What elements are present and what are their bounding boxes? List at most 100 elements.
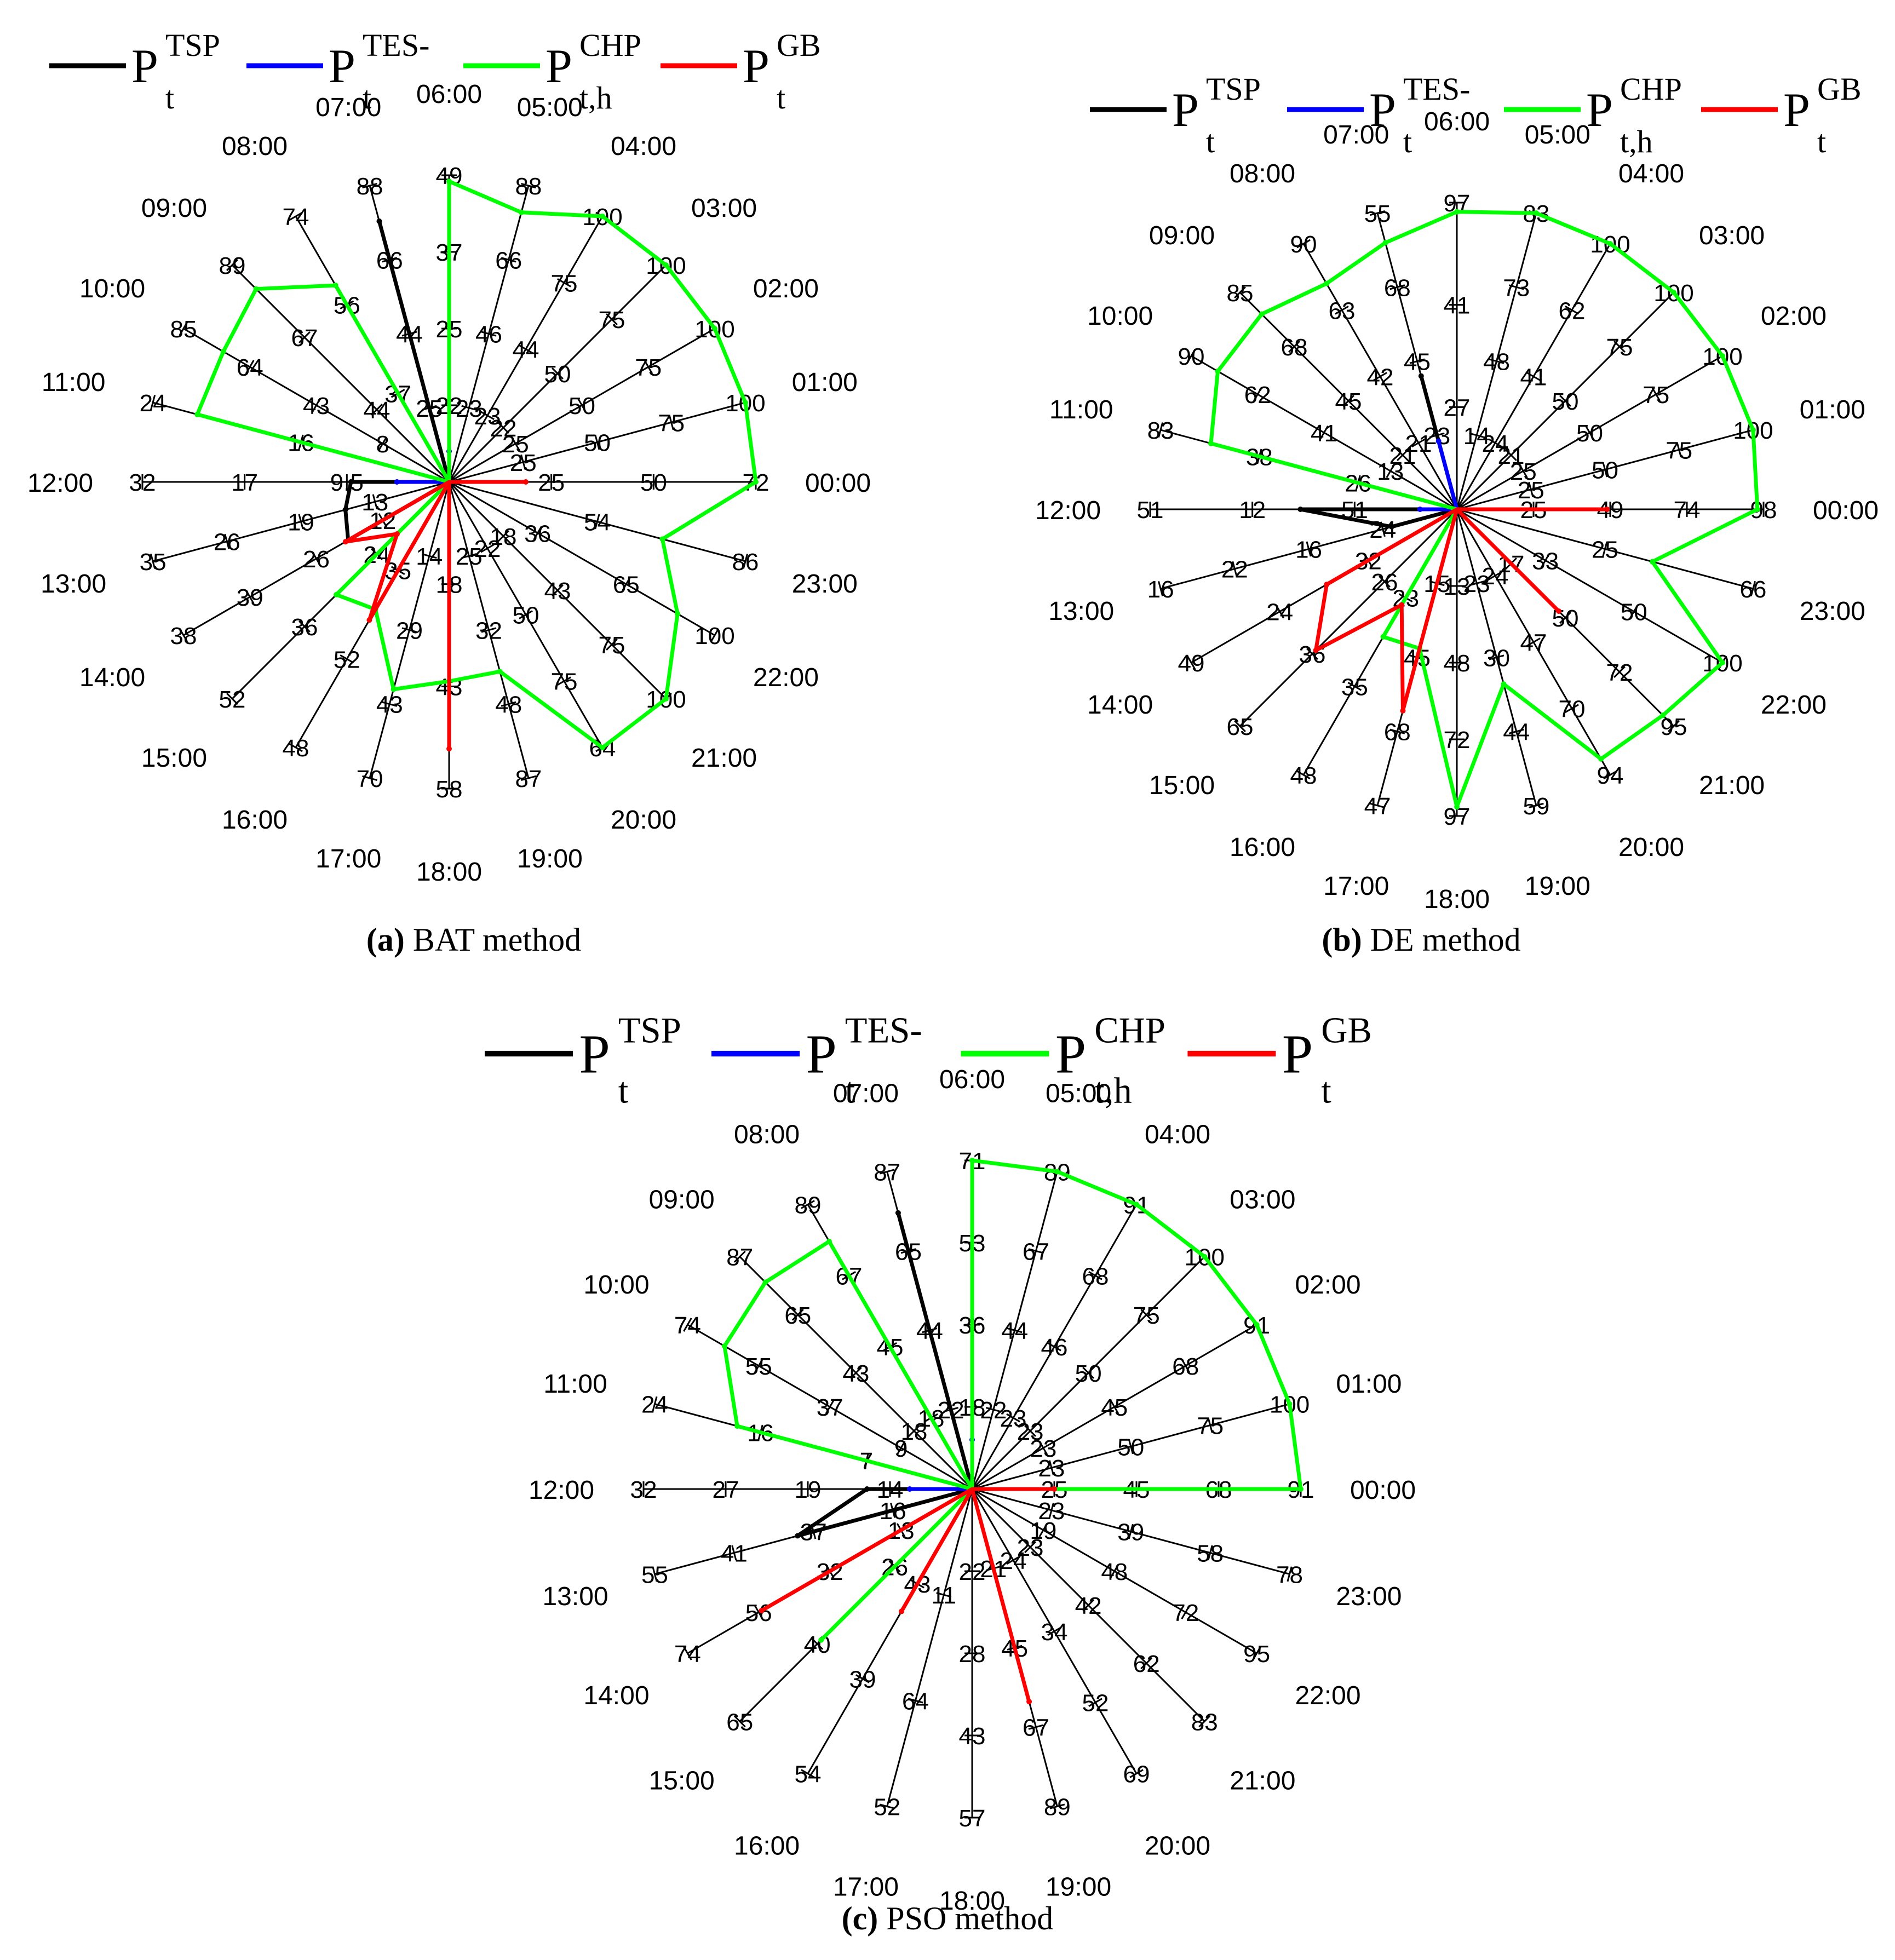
tick-label: 26 — [303, 546, 330, 573]
legend-label: P CHP t,h — [545, 27, 641, 116]
tick-label: 13 — [1444, 573, 1471, 600]
data-point — [1287, 1401, 1293, 1407]
caption-text: DE method — [1370, 922, 1521, 958]
tick-mark — [1342, 395, 1354, 407]
tick-label: 52 — [219, 686, 246, 713]
data-point — [1298, 1486, 1303, 1492]
tick-mark — [577, 398, 587, 412]
tick-mark — [1386, 464, 1396, 478]
tick-label: 68 — [1384, 719, 1411, 746]
tick-label: 44 — [513, 337, 539, 364]
caption-text: BAT method — [412, 922, 582, 958]
tick-mark — [312, 551, 321, 566]
tick-mark — [879, 1169, 895, 1175]
tick-mark — [652, 1566, 658, 1582]
data-point — [253, 286, 259, 292]
data-point — [1454, 209, 1460, 215]
tick-label: 46 — [1041, 1334, 1068, 1361]
hour-label: 21:00 — [1699, 771, 1765, 800]
tick-mark — [1651, 387, 1661, 401]
data-point — [899, 1608, 904, 1614]
tick-mark — [622, 577, 631, 591]
tick-label: 25 — [1510, 458, 1537, 485]
tick-label: 70 — [1559, 696, 1586, 723]
tick-mark — [1518, 464, 1528, 478]
data-point — [753, 479, 759, 485]
data-point — [1215, 369, 1221, 374]
tick-label: 12 — [1239, 497, 1266, 524]
hour-label: 08:00 — [1230, 159, 1295, 188]
tick-label: 32 — [630, 1476, 657, 1503]
tick-label: 16 — [1295, 536, 1322, 563]
tick-label: 75 — [1606, 334, 1633, 361]
tick-mark — [1048, 1460, 1054, 1476]
data-point — [600, 744, 605, 750]
hour-label: 02:00 — [753, 274, 819, 303]
tick-mark — [1088, 1271, 1102, 1280]
data-point — [1259, 311, 1265, 317]
tick-label: 39 — [849, 1666, 876, 1693]
tick-label: 13 — [361, 489, 388, 516]
data-point — [1388, 524, 1394, 530]
data-point — [332, 283, 338, 289]
hour-label: 14:00 — [583, 1681, 649, 1710]
tick-label: 95 — [1661, 714, 1687, 740]
tick-mark — [908, 1698, 923, 1704]
tick-mark — [811, 1637, 824, 1650]
legend-label: P TSP t — [579, 1010, 681, 1111]
spoke-22:00 — [1456, 508, 1723, 664]
hour-label: 03:00 — [1699, 221, 1765, 250]
tick-mark — [879, 1803, 895, 1809]
radar-chart-pso: PTSPtPTES-tPCHPt,hPGBt00:002545689101:00… — [485, 1010, 1416, 1916]
tick-label: 57 — [959, 1805, 986, 1832]
tick-mark — [1613, 666, 1626, 678]
hour-label: 08:00 — [734, 1120, 800, 1149]
data-point — [366, 617, 372, 623]
tick-label: 18 — [900, 1418, 927, 1445]
data-point — [334, 591, 340, 597]
legend-label: P TSP t — [131, 27, 220, 116]
tick-mark — [1750, 581, 1756, 596]
spokes: 00:002549749801:0025507510002:0025507510… — [1035, 107, 1879, 914]
hour-label: 20:00 — [1145, 1832, 1210, 1861]
hour-label: 17:00 — [833, 1872, 899, 1901]
data-point — [394, 479, 400, 485]
hour-label: 23:00 — [1336, 1582, 1402, 1611]
caption-letter: (c) — [841, 1900, 878, 1936]
tick-mark — [497, 530, 509, 542]
tick-label: 23 — [1038, 1498, 1065, 1525]
tick-label: 30 — [1483, 645, 1510, 671]
tick-mark — [710, 628, 720, 642]
tick-mark — [497, 422, 509, 434]
tick-mark — [1287, 1566, 1293, 1582]
spoke-17:00 — [886, 1488, 973, 1807]
tick-mark — [1306, 541, 1312, 557]
tick-mark — [754, 1359, 763, 1373]
hour-label: 12:00 — [529, 1476, 594, 1505]
tick-label: 35 — [140, 549, 166, 576]
data-point — [1670, 290, 1676, 296]
tick-label: 47 — [1364, 793, 1391, 820]
tick-mark — [519, 610, 533, 619]
tick-label: 85 — [1227, 280, 1254, 307]
tick-mark — [533, 526, 542, 541]
tick-label: 68 — [1384, 274, 1411, 301]
tick-mark — [1373, 372, 1387, 381]
tick-label: 23 — [1463, 571, 1490, 597]
tick-label: 50 — [1592, 457, 1618, 484]
tick-mark — [1526, 637, 1541, 647]
tick-label: 19 — [288, 509, 314, 536]
tick-label: 73 — [1503, 274, 1530, 301]
data-point — [348, 479, 354, 485]
tick-mark — [372, 494, 378, 510]
tick-label: 22 — [490, 415, 517, 442]
data-point — [711, 326, 717, 331]
tick-mark — [1198, 1715, 1211, 1728]
tick-label: 72 — [1172, 1600, 1199, 1626]
tick-mark — [1489, 654, 1504, 660]
data-point — [342, 507, 348, 513]
tick-label: 85 — [170, 316, 197, 343]
tick-mark — [245, 590, 255, 604]
tick-label: 25 — [538, 469, 565, 496]
data-point — [1400, 708, 1406, 714]
